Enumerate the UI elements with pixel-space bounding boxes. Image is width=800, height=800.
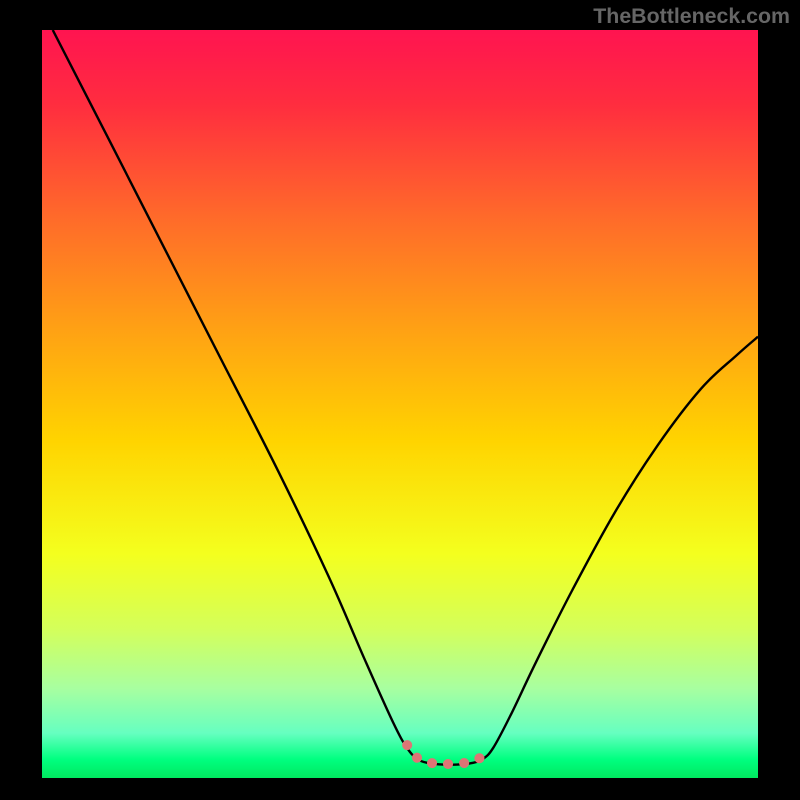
plot-area xyxy=(42,30,758,778)
chart-canvas: TheBottleneck.com xyxy=(0,0,800,800)
plot-background xyxy=(42,30,758,778)
plot-svg xyxy=(42,30,758,778)
watermark-text: TheBottleneck.com xyxy=(593,4,790,29)
